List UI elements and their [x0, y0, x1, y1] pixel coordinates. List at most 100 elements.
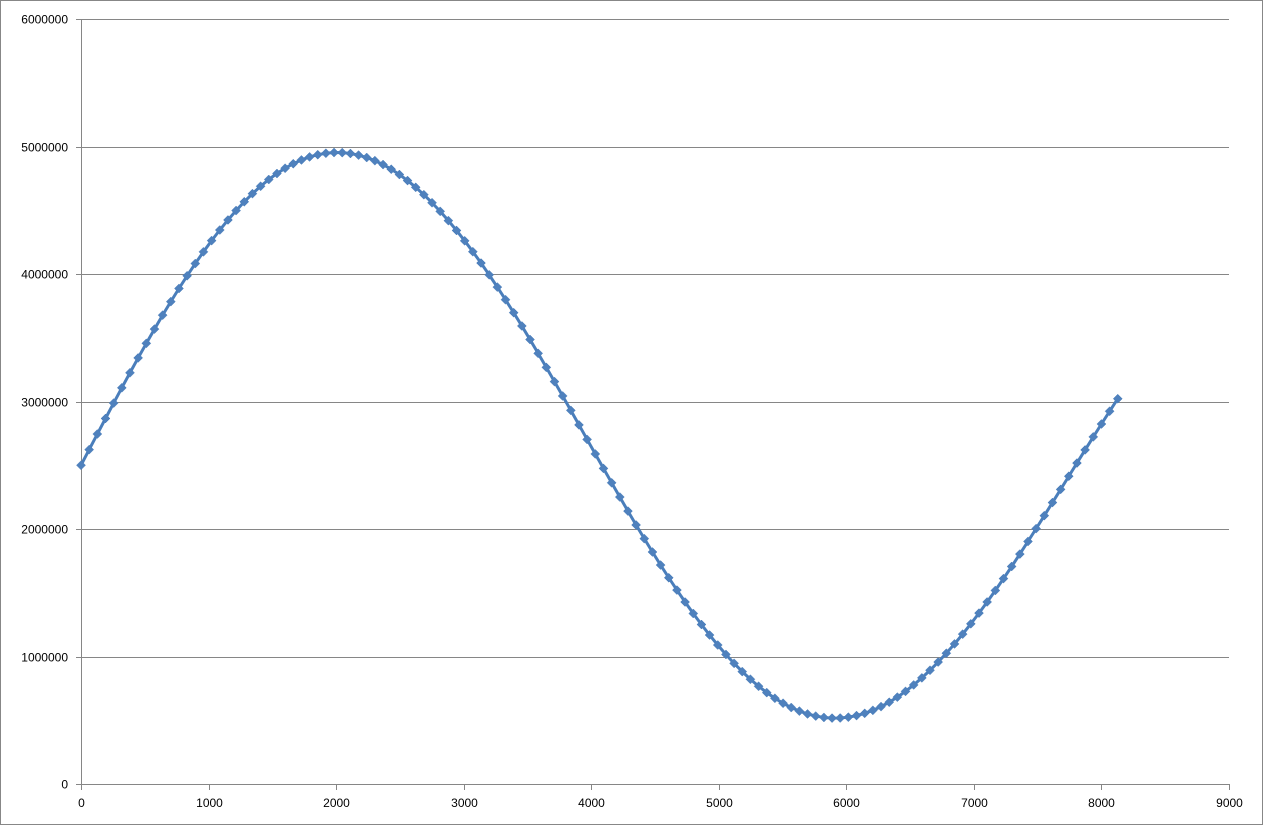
data-point [606, 477, 617, 488]
data-point [198, 246, 209, 257]
data-point [859, 708, 870, 719]
data-point [345, 148, 356, 159]
data-point [459, 235, 470, 246]
data-point [247, 188, 258, 199]
data-point [402, 175, 413, 186]
data-point [843, 712, 854, 723]
data-point [974, 608, 984, 618]
data-point [753, 681, 764, 692]
data-point [941, 648, 952, 659]
data-point [533, 348, 544, 359]
data-point [157, 310, 168, 321]
data-point [598, 463, 609, 474]
data-point [925, 665, 935, 676]
data-point [1014, 549, 1025, 559]
data-point [443, 215, 454, 226]
data-point [1096, 419, 1107, 429]
data-point [165, 296, 176, 307]
data-point [182, 270, 192, 281]
gridlines [81, 19, 1229, 658]
data-point [451, 225, 462, 236]
data-point [100, 413, 111, 424]
data-point [957, 629, 968, 639]
data-point [949, 639, 960, 649]
data-point [84, 444, 95, 455]
data-point [884, 697, 895, 708]
data-point [900, 686, 911, 697]
data-point [255, 181, 266, 192]
data-point [696, 619, 707, 630]
data-point [108, 398, 119, 408]
series [76, 147, 1123, 723]
x-tick-label: 4000 [578, 796, 605, 810]
data-point [990, 585, 1001, 596]
x-tick-label: 2000 [323, 796, 350, 810]
data-point [476, 258, 486, 268]
data-point [549, 376, 560, 387]
data-point [541, 362, 552, 373]
data-point [92, 429, 103, 439]
data-point [631, 520, 641, 530]
data-point [337, 147, 348, 158]
y-tick-label: 5000000 [21, 141, 68, 155]
data-point [1023, 536, 1033, 547]
tick-labels: 0 1000000 2000000 3000000 4000000 5000000 6000… [21, 13, 1243, 811]
data-point [802, 709, 813, 719]
data-point [329, 147, 339, 158]
data-point [427, 197, 437, 208]
data-point [819, 712, 829, 723]
data-point [590, 449, 601, 459]
x-tick-label: 3000 [451, 796, 478, 810]
data-point [835, 713, 846, 723]
y-tick-label: 1000000 [21, 651, 68, 665]
y-tick-label: 0 [61, 778, 68, 792]
data-point [655, 560, 666, 570]
y-tick-label: 2000000 [21, 523, 68, 537]
data-point [1072, 458, 1082, 468]
data-point [125, 367, 135, 378]
data-point [508, 307, 519, 318]
data-point [410, 182, 421, 193]
data-point [1112, 393, 1123, 404]
data-point [663, 572, 674, 583]
data-point [361, 152, 372, 163]
data-point [876, 701, 886, 712]
data-point [565, 405, 576, 416]
data-point [500, 294, 511, 305]
data-point [419, 189, 429, 200]
data-point [312, 149, 323, 160]
data-point [492, 282, 503, 292]
data-point [394, 169, 405, 180]
data-point [704, 630, 715, 640]
data-point [614, 492, 625, 502]
data-point [721, 649, 731, 660]
data-point [965, 618, 976, 629]
data-point [353, 150, 364, 160]
x-tick-label: 1000 [196, 796, 223, 810]
data-point [761, 687, 772, 698]
data-point [378, 159, 388, 170]
data-point [647, 547, 658, 557]
data-point [998, 573, 1009, 584]
x-tick-label: 5000 [706, 796, 733, 810]
data-point [76, 460, 86, 471]
data-point [370, 155, 380, 166]
data-point [794, 706, 805, 716]
data-point [435, 206, 446, 217]
data-point [174, 283, 184, 294]
data-point [484, 270, 495, 280]
data-point [280, 163, 290, 174]
data-point [214, 225, 225, 235]
data-point [386, 164, 397, 175]
data-point [680, 597, 690, 607]
data-point [149, 324, 160, 334]
data-point [1088, 432, 1099, 442]
data-point [827, 713, 837, 723]
y-tick-label: 3000000 [21, 396, 68, 410]
x-tick-label: 6000 [833, 796, 860, 810]
data-point [231, 205, 241, 216]
x-tick-label: 0 [78, 796, 85, 810]
data-point [467, 246, 478, 257]
